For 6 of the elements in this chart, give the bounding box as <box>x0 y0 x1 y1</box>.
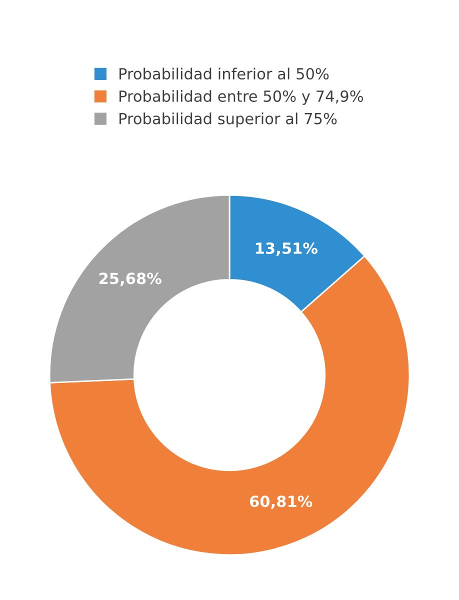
data-label: 25,68% <box>100 272 162 286</box>
data-label: 13,51% <box>256 242 318 256</box>
legend-label: Probabilidad superior al 75% <box>120 112 337 128</box>
data-label: 60,81% <box>250 496 312 510</box>
legend-label: Probabilidad entre 50% y 74,9% <box>120 90 364 105</box>
legend-label: Probabilidad inferior al 50% <box>120 68 329 80</box>
